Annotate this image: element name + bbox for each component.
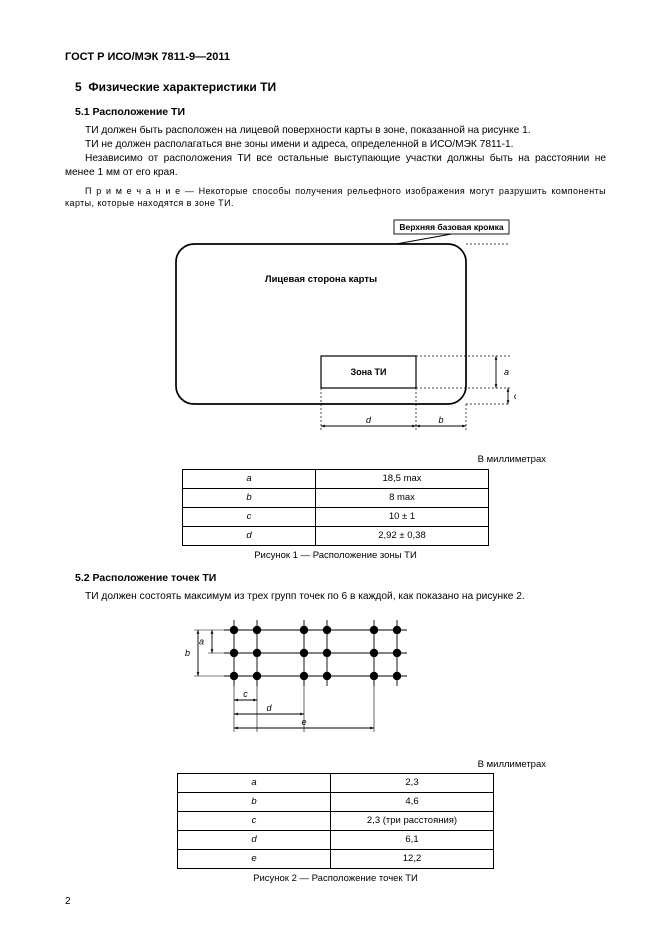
- para-5-1-b: ТИ не должен располагаться вне зоны имен…: [65, 138, 606, 152]
- svg-text:e: e: [301, 717, 306, 727]
- table-cell-value: 2,3 (три расстояния): [331, 812, 494, 831]
- units-label-1: В миллиметрах: [65, 454, 546, 467]
- units-label-2: В миллиметрах: [65, 759, 546, 772]
- svg-text:d: d: [266, 703, 272, 713]
- figure-2-caption: Рисунок 2 — Расположение точек ТИ: [65, 873, 606, 886]
- table-cell-value: 12,2: [331, 850, 494, 869]
- table-cell-label: e: [178, 850, 331, 869]
- page-number: 2: [65, 895, 71, 909]
- figure-1-caption: Рисунок 1 — Расположение зоны ТИ: [65, 550, 606, 563]
- section-number: 5: [75, 80, 82, 94]
- table-cell-label: b: [178, 793, 331, 812]
- svg-text:b: b: [438, 415, 443, 425]
- table-cell-label: d: [178, 831, 331, 850]
- svg-text:c: c: [514, 391, 516, 401]
- para-5-1-a: ТИ должен быть расположен на лицевой пов…: [65, 124, 606, 138]
- table-cell-value: 18,5 max: [316, 470, 489, 489]
- para-5-1-c: Независимо от расположения ТИ все осталь…: [65, 152, 606, 180]
- table-cell-value: 2,92 ± 0,38: [316, 527, 489, 546]
- section-5-title: 5 Физические характеристики ТИ: [75, 79, 606, 95]
- table-1: a18,5 maxb8 maxc10 ± 1d2,92 ± 0,38: [182, 469, 489, 546]
- table-2: a2,3b4,6c2,3 (три расстояния)d6,1e12,2: [177, 773, 494, 869]
- table-cell-label: c: [178, 812, 331, 831]
- table-cell-label: d: [183, 527, 316, 546]
- svg-text:d: d: [365, 415, 371, 425]
- section-title-text: Физические характеристики ТИ: [88, 80, 276, 94]
- table-cell-value: 2,3: [331, 774, 494, 793]
- note-5-1: П р и м е ч а н и е — Некоторые способы …: [65, 185, 606, 209]
- table-cell-value: 6,1: [331, 831, 494, 850]
- table-cell-value: 4,6: [331, 793, 494, 812]
- svg-text:Лицевая сторона карты: Лицевая сторона карты: [264, 274, 376, 285]
- figure-2: ab c d e: [65, 610, 606, 755]
- svg-text:c: c: [243, 689, 248, 699]
- para-5-2-a: ТИ должен состоять максимум из трех груп…: [65, 590, 606, 604]
- table-cell-label: c: [183, 508, 316, 527]
- table-cell-value: 10 ± 1: [316, 508, 489, 527]
- figure-1: Верхняя базовая кромка Лицевая сторона ка…: [65, 216, 606, 451]
- svg-text:b: b: [184, 648, 189, 658]
- subsection-5-2-title: 5.2 Расположение точек ТИ: [75, 571, 606, 585]
- svg-text:Верхняя базовая кромка: Верхняя базовая кромка: [399, 222, 504, 232]
- svg-text:Зона ТИ: Зона ТИ: [350, 367, 386, 377]
- standard-header: ГОСТ Р ИСО/МЭК 7811-9—2011: [65, 50, 606, 65]
- table-cell-label: a: [183, 470, 316, 489]
- table-cell-label: a: [178, 774, 331, 793]
- subsection-5-1-title: 5.1 Расположение ТИ: [75, 105, 606, 119]
- svg-text:a: a: [504, 367, 509, 377]
- table-cell-label: b: [183, 489, 316, 508]
- table-cell-value: 8 max: [316, 489, 489, 508]
- svg-text:a: a: [198, 636, 203, 646]
